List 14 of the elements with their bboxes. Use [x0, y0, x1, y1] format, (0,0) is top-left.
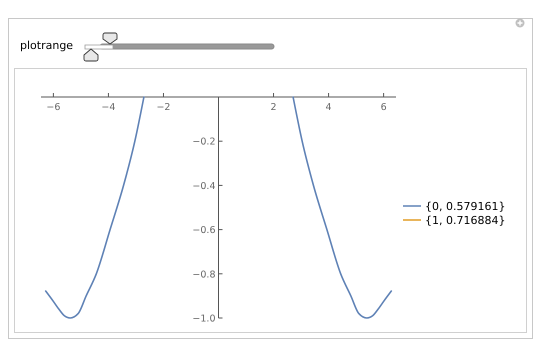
- y-tick-label: −0.2: [192, 136, 216, 148]
- x-tick-label: −6: [46, 102, 60, 113]
- x-tick-label: 4: [326, 102, 332, 113]
- legend-label: {1, 0.716884}: [425, 214, 506, 227]
- x-tick-label: 2: [270, 102, 277, 113]
- x-tick-label: 6: [380, 102, 387, 113]
- x-tick-label: −2: [156, 102, 170, 113]
- x-tick-label: −4: [101, 102, 116, 113]
- y-tick-label: −0.4: [192, 180, 216, 192]
- y-tick-label: −0.6: [192, 225, 216, 236]
- text: plotrange: [20, 39, 74, 52]
- legend-label: {0, 0.579161}: [425, 200, 506, 213]
- y-tick-label: −0.8: [192, 269, 216, 280]
- y-tick-label: −1.0: [192, 314, 216, 324]
